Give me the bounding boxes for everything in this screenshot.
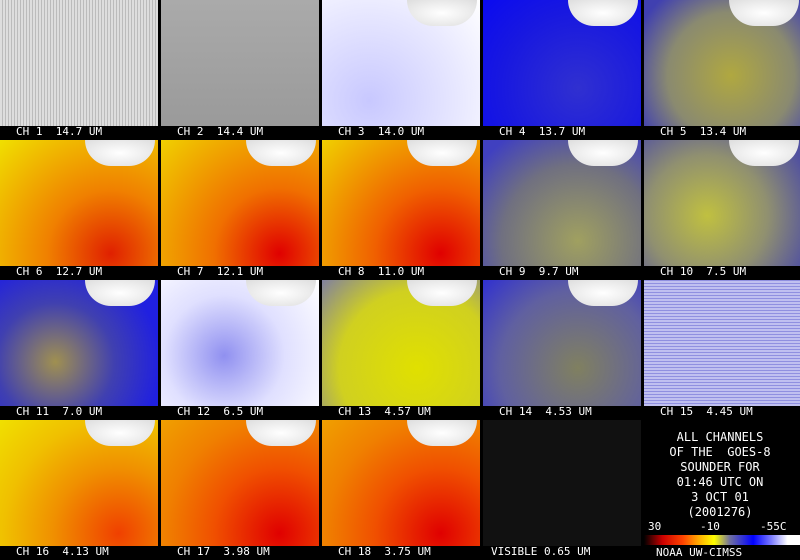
channel-label: CH 13 4.57 UM <box>338 405 431 418</box>
satellite-image <box>322 140 480 266</box>
info-line: 01:46 UTC ON <box>676 475 764 489</box>
satellite-image <box>0 420 158 546</box>
channel-label: CH 3 14.0 UM <box>338 125 425 138</box>
satellite-image <box>161 280 319 406</box>
colorbar-label: -10 <box>700 520 720 533</box>
colorbar <box>644 535 800 545</box>
channel-label: VISIBLE 0.65 UM <box>491 545 591 558</box>
colorbar-label: -55C <box>760 520 787 533</box>
channel-label: CH 7 12.1 UM <box>177 265 264 278</box>
satellite-image <box>644 0 800 126</box>
info-line: SOUNDER FOR <box>680 460 760 474</box>
satellite-image <box>483 140 641 266</box>
cloud-cover <box>729 0 799 26</box>
satellite-image <box>322 0 480 126</box>
info-line: 3 OCT 01 <box>691 490 749 504</box>
cloud-cover <box>246 420 316 446</box>
satellite-image <box>161 140 319 266</box>
satellite-image <box>644 280 800 406</box>
channel-label: CH 15 4.45 UM <box>660 405 753 418</box>
cloud-cover <box>246 280 316 306</box>
cloud-cover <box>407 420 477 446</box>
cloud-cover <box>407 280 477 306</box>
satellite-image <box>0 0 158 126</box>
channel-label: CH 12 6.5 UM <box>177 405 264 418</box>
channel-label: CH 14 4.53 UM <box>499 405 592 418</box>
satellite-image <box>483 0 641 126</box>
channel-label: CH 2 14.4 UM <box>177 125 264 138</box>
info-line: OF THE GOES-8 <box>669 445 771 459</box>
channel-label: CH 17 3.98 UM <box>177 545 270 558</box>
satellite-image <box>0 280 158 406</box>
info-line: ALL CHANNELS <box>676 430 764 444</box>
channel-label: CH 18 3.75 UM <box>338 545 431 558</box>
satellite-image <box>161 0 319 126</box>
channel-label: CH 9 9.7 UM <box>499 265 579 278</box>
cloud-cover <box>407 140 477 166</box>
channel-label: CH 10 7.5 UM <box>660 265 747 278</box>
channel-label: CH 4 13.7 UM <box>499 125 586 138</box>
satellite-image <box>0 140 158 266</box>
satellite-image <box>483 420 641 546</box>
channel-label: CH 8 11.0 UM <box>338 265 425 278</box>
satellite-image <box>644 140 800 266</box>
satellite-image <box>161 420 319 546</box>
channel-label: CH 1 14.7 UM <box>16 125 103 138</box>
channel-label: CH 6 12.7 UM <box>16 265 103 278</box>
satellite-image <box>322 280 480 406</box>
cloud-cover <box>85 140 155 166</box>
cloud-cover <box>85 420 155 446</box>
info-line: (2001276) <box>687 505 753 519</box>
channel-label: CH 16 4.13 UM <box>16 545 109 558</box>
cloud-cover <box>246 140 316 166</box>
cloud-cover <box>85 280 155 306</box>
cloud-cover <box>407 0 477 26</box>
credit: NOAA UW-CIMSS <box>656 546 743 559</box>
cloud-cover <box>568 280 638 306</box>
cloud-cover <box>729 140 799 166</box>
cloud-cover <box>568 140 638 166</box>
satellite-image <box>322 420 480 546</box>
colorbar-label: 30 <box>648 520 662 533</box>
channel-label: CH 5 13.4 UM <box>660 125 747 138</box>
cloud-cover <box>568 0 638 26</box>
satellite-image <box>483 280 641 406</box>
channel-label: CH 11 7.0 UM <box>16 405 103 418</box>
